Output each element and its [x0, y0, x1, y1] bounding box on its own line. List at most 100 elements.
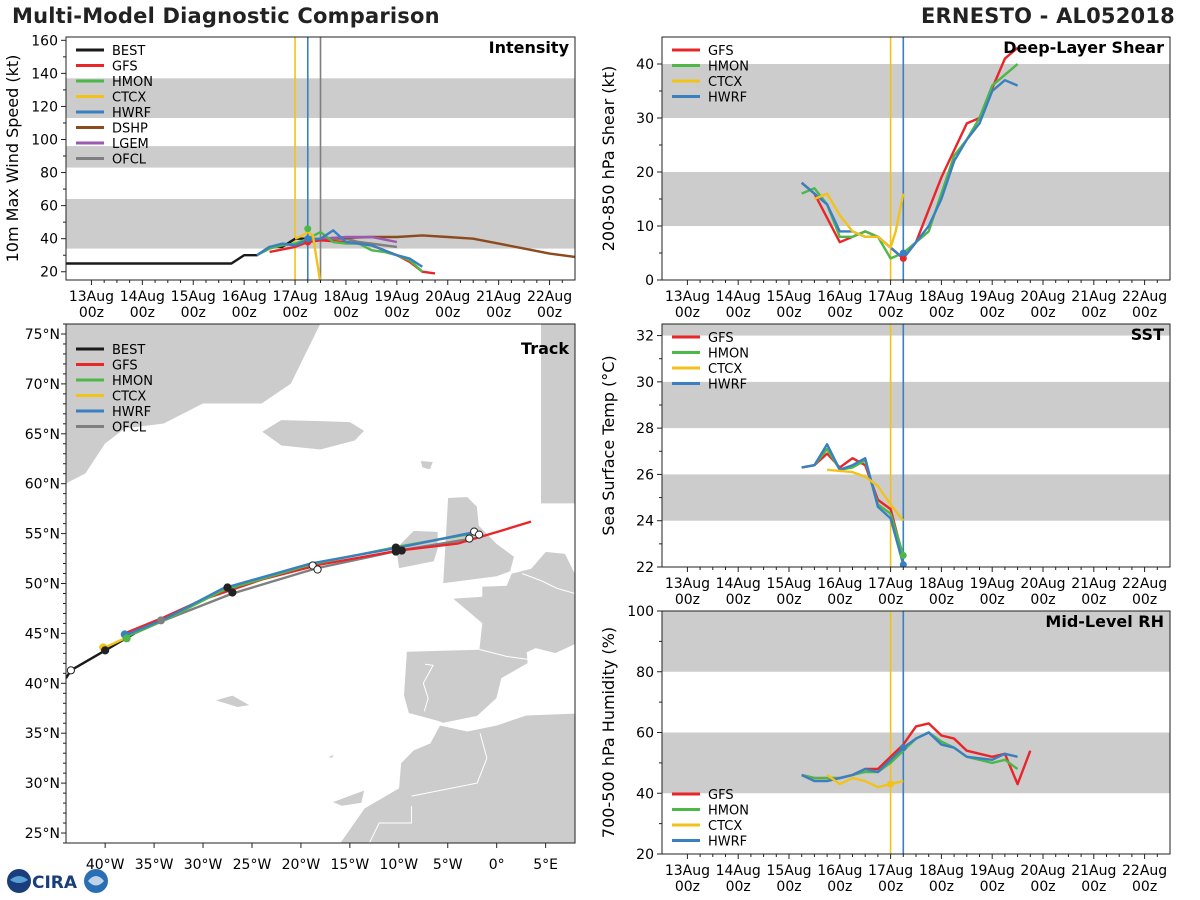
y-tick-label: 32 — [636, 329, 654, 345]
track-position-marker — [101, 646, 110, 655]
x-tick-label-hour: 00z — [675, 879, 700, 895]
threshold-band — [662, 64, 1170, 118]
x-tick-label-date: 22Aug — [1122, 289, 1167, 305]
x-tick-label-date: 13Aug — [665, 863, 710, 879]
series-group — [800, 46, 1019, 262]
x-tick-label-date: 21Aug — [1071, 289, 1116, 305]
track-init-hmon — [122, 634, 131, 643]
lat-tick-label: 60°N — [25, 477, 60, 493]
y-tick-label: 140 — [31, 66, 58, 82]
series-line-lgem — [320, 235, 398, 244]
x-tick-label-hour: 00z — [435, 305, 460, 321]
threshold-band — [662, 172, 1170, 226]
y-tick-label: 60 — [636, 726, 654, 742]
x-tick-label-hour: 00z — [776, 305, 801, 321]
series-line-hwrf — [800, 78, 1019, 260]
x-tick-label-date: 21Aug — [1071, 576, 1116, 592]
track-position-marker — [223, 583, 232, 592]
x-tick-label-date: 19Aug — [374, 289, 419, 305]
y-tick-label: 28 — [636, 421, 654, 437]
globe-highlight — [10, 876, 28, 883]
y-axis-label: 10m Max Wind Speed (kt) — [3, 55, 22, 263]
x-tick-label-date: 21Aug — [1071, 863, 1116, 879]
legend-label-gfs: GFS — [112, 359, 138, 374]
y-tick-label: 20 — [40, 265, 58, 281]
iceland-land — [261, 419, 365, 451]
storm-emblem-swirl — [88, 876, 104, 886]
lat-tick-label: 55°N — [25, 527, 60, 543]
y-tick-label: 20 — [636, 847, 654, 863]
x-tick-label-hour: 00z — [1030, 879, 1055, 895]
x-tick-label-date: 22Aug — [1122, 576, 1167, 592]
y-tick-label: 80 — [40, 166, 58, 182]
lon-tick-label: 25°W — [233, 857, 272, 873]
lon-tick-label: 15°W — [331, 857, 370, 873]
threshold-band — [662, 324, 1170, 336]
lat-tick-label: 70°N — [25, 377, 60, 393]
series-line-hwrf — [256, 229, 423, 268]
x-tick-label-date: 18Aug — [323, 289, 368, 305]
x-tick-label-hour: 00z — [726, 592, 751, 608]
y-tick-label: 20 — [636, 165, 654, 181]
legend-label-gfs: GFS — [112, 60, 138, 75]
europe-land — [403, 551, 575, 724]
series-marker-hwrf — [899, 744, 907, 752]
track-init-ofcl — [156, 616, 165, 625]
series-group — [801, 722, 1032, 789]
x-tick-label-hour: 00z — [980, 879, 1005, 895]
x-tick-label-date: 17Aug — [272, 289, 317, 305]
panel-shear: 01020304013Aug00z14Aug00z15Aug00z16Aug00… — [599, 36, 1171, 321]
legend-label-dshp: DSHP — [112, 122, 148, 137]
legend-label-best: BEST — [112, 343, 145, 358]
lat-tick-label: 75°N — [25, 327, 60, 343]
legend-label-hmon: HMON — [112, 374, 153, 389]
y-tick-label: 80 — [636, 665, 654, 681]
x-tick-label-hour: 00z — [282, 305, 307, 321]
x-tick-label-hour: 00z — [1132, 592, 1157, 608]
legend-label-ctcx: CTCX — [112, 390, 146, 405]
x-tick-label-hour: 00z — [1132, 879, 1157, 895]
lon-tick-label: 5°W — [433, 857, 463, 873]
y-tick-label: 100 — [31, 132, 58, 148]
y-tick-label: 40 — [636, 57, 654, 73]
x-tick-label-hour: 00z — [675, 305, 700, 321]
legend-label-lgem: LGEM — [112, 137, 149, 152]
legend-label-hmon: HMON — [708, 347, 749, 362]
x-tick-label-hour: 00z — [929, 592, 954, 608]
legend-label-hmon: HMON — [708, 60, 749, 75]
legend-label-hwrf: HWRF — [708, 378, 747, 393]
legend-label-ctcx: CTCX — [708, 75, 742, 90]
spain-france-border — [478, 648, 529, 660]
series-marker-hwrf — [899, 561, 907, 567]
panel-title: Track — [521, 339, 569, 358]
x-tick-label-date: 18Aug — [919, 289, 964, 305]
x-tick-label-hour: 00z — [79, 305, 104, 321]
x-tick-label-hour: 00z — [827, 305, 852, 321]
legend-label-ctcx: CTCX — [708, 362, 742, 377]
series-marker-ctcx — [887, 780, 895, 788]
panel-title: Intensity — [489, 38, 570, 57]
y-tick-label: 0 — [645, 273, 654, 289]
panel-title: Deep-Layer Shear — [1003, 38, 1164, 57]
x-tick-label-hour: 00z — [1030, 592, 1055, 608]
legend-label-hwrf: HWRF — [708, 91, 747, 106]
x-tick-label-hour: 00z — [980, 305, 1005, 321]
x-tick-label-date: 19Aug — [970, 863, 1015, 879]
x-tick-label-date: 13Aug — [665, 289, 710, 305]
faroe-islands-land — [419, 460, 434, 471]
lat-tick-label: 65°N — [25, 427, 60, 443]
lon-tick-label: 40°W — [86, 857, 125, 873]
x-tick-label-hour: 00z — [827, 592, 852, 608]
x-tick-label-date: 18Aug — [919, 576, 964, 592]
x-tick-label-hour: 00z — [827, 879, 852, 895]
x-tick-label-date: 16Aug — [817, 576, 862, 592]
x-tick-label-date: 22Aug — [1122, 863, 1167, 879]
x-tick-label-date: 15Aug — [766, 289, 811, 305]
x-tick-label-date: 15Aug — [766, 576, 811, 592]
lat-tick-label: 30°N — [25, 776, 60, 792]
series-line-hwrf — [801, 443, 905, 566]
series-marker-hwrf — [304, 235, 312, 243]
x-tick-label-date: 15Aug — [766, 863, 811, 879]
legend-label-gfs: GFS — [708, 44, 734, 59]
